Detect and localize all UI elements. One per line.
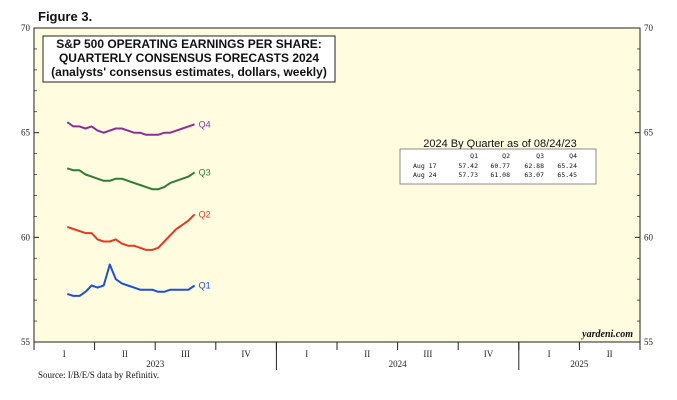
series-label-q2: Q2 [199, 209, 211, 219]
x-quarter-label: IV [241, 349, 251, 359]
watermark: yardeni.com [581, 329, 633, 340]
table-cell: 62.88 [524, 162, 544, 170]
y-tick-label-left: 70 [21, 23, 31, 33]
table-header-cell: Q4 [569, 152, 577, 160]
y-tick-label-right: 60 [644, 232, 654, 242]
x-quarter-label: II [122, 349, 128, 359]
x-quarter-label: II [364, 349, 370, 359]
table-title: 2024 By Quarter as of 08/24/23 [423, 138, 577, 150]
series-label-q3: Q3 [199, 167, 211, 177]
series-label-q4: Q4 [199, 119, 211, 129]
table-cell: 65.24 [557, 162, 577, 170]
series-line-q3 [66, 167, 196, 191]
y-tick-label-right: 65 [644, 128, 654, 138]
table-cell: 57.42 [458, 162, 478, 170]
series-line-q4 [66, 121, 195, 136]
series-line-q2 [66, 213, 196, 251]
chart-subtitle-2: (analysts' consensus estimates, dollars,… [51, 65, 327, 79]
x-quarter-label: III [181, 349, 190, 359]
table-header-cell: Q2 [502, 152, 510, 160]
y-tick-label-left: 55 [21, 337, 31, 347]
y-tick-label-right: 70 [644, 23, 654, 33]
table-box [399, 148, 597, 185]
table-header-cell: Q1 [470, 152, 478, 160]
table-cell: 60.77 [490, 162, 510, 170]
series-line-q1 [66, 263, 196, 297]
chart-subtitle-1: QUARTERLY CONSENSUS FORECASTS 2024 [59, 51, 319, 65]
x-quarter-label: I [305, 349, 308, 359]
table-cell: Aug 24 [413, 171, 437, 179]
x-quarter-label: III [423, 349, 432, 359]
figure-label: Figure 3. [38, 9, 93, 24]
x-year-label: 2023 [146, 359, 165, 369]
table-cell: Aug 17 [413, 162, 437, 170]
x-year-label: 2025 [570, 359, 589, 369]
chart-title: S&P 500 OPERATING EARNINGS PER SHARE: [56, 37, 322, 51]
table-cell: 57.73 [458, 171, 478, 179]
x-quarter-label: IV [484, 349, 494, 359]
y-tick-label-left: 65 [21, 128, 31, 138]
y-tick-label-right: 55 [644, 337, 654, 347]
x-quarter-label: I [63, 349, 66, 359]
table-header-cell: Q3 [536, 152, 544, 160]
source-note: Source: I/B/E/S data by Refinitiv. [38, 370, 160, 380]
title-box [42, 35, 336, 83]
x-quarter-label: I [548, 349, 551, 359]
x-quarter-label: II [607, 349, 613, 359]
y-tick-label-left: 60 [21, 232, 31, 242]
series-label-q1: Q1 [199, 280, 211, 290]
table-cell: 63.07 [524, 171, 544, 179]
table-cell: 65.45 [557, 171, 577, 179]
table-cell: 61.08 [490, 171, 510, 179]
x-year-label: 2024 [389, 359, 408, 369]
